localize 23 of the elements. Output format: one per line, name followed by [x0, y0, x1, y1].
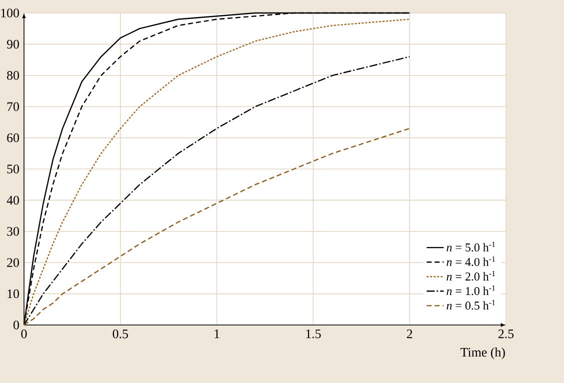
- y-tick-label: 50: [7, 164, 19, 174]
- x-tick-label: 2.5: [498, 330, 514, 338]
- x-tick-label: 1.5: [306, 330, 321, 338]
- y-tick-label: 20: [7, 258, 19, 267]
- legend-label: n = 5.0 h$^{-1}$: [446, 242, 496, 252]
- y-tick-label: 100: [1, 8, 19, 18]
- x-tick-label: 0.5: [112, 330, 128, 338]
- x-tick-label: 2: [406, 330, 412, 338]
- y-tick-label: 70: [7, 102, 19, 111]
- x-tick-label: 1: [214, 330, 220, 338]
- legend-label: n = 0.5 h$^{-1}$: [446, 300, 496, 310]
- legend-label: n = 1.0 h$^{-1}$: [446, 285, 496, 296]
- legend-label: n = 2.0 h$^{-1}$: [446, 270, 496, 281]
- y-tick-label: 80: [7, 71, 19, 80]
- y-tick-label: 30: [7, 227, 19, 236]
- y-tick-label: 60: [7, 133, 19, 142]
- x-axis-title: Time (h): [460, 348, 505, 360]
- x-tick-label: 0: [21, 330, 27, 338]
- y-tick-label: 10: [8, 289, 19, 298]
- y-tick-label: 40: [6, 196, 19, 205]
- y-tick-label: 90: [6, 40, 19, 49]
- legend-label: n = 4.0 h$^{-1}$: [446, 256, 496, 266]
- y-tick-label: 0: [14, 320, 19, 330]
